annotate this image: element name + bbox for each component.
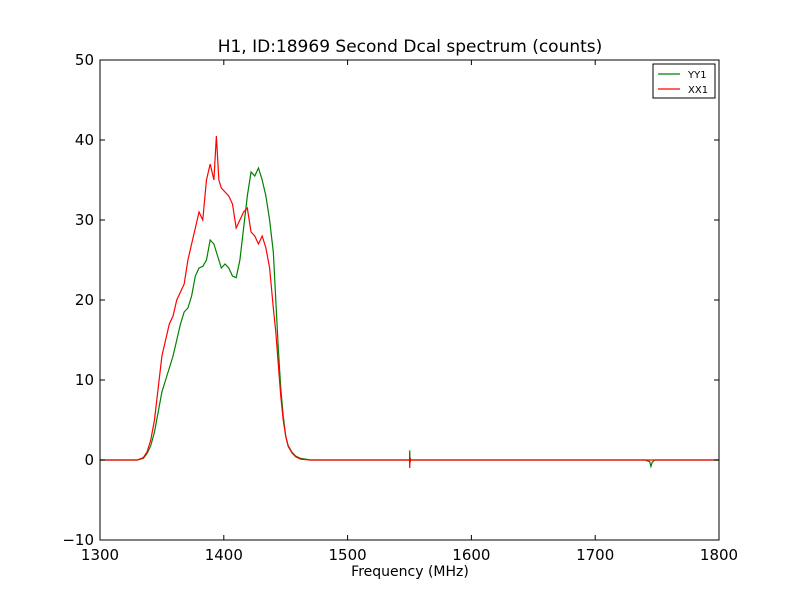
- axis-ticks: 1300 1400 1500 1600 1700 1800 −10 0 10 20 30 40 50: [62, 51, 738, 564]
- plot-lines: [100, 135, 719, 469]
- y-tick-label: 20: [75, 291, 94, 309]
- series-line-yy1: [100, 166, 719, 469]
- x-tick-label: 1500: [329, 546, 367, 564]
- chart-title: H1, ID:18969 Second Dcal spectrum (count…: [218, 37, 603, 57]
- x-axis-label: Frequency (MHz): [351, 564, 469, 580]
- y-tick-label: 30: [75, 211, 94, 229]
- y-tick-label: −10: [62, 531, 94, 549]
- legend-label: XX1: [688, 85, 708, 96]
- y-tick-label: 40: [75, 131, 94, 149]
- legend-box: [652, 63, 716, 99]
- x-tick-label: 1600: [452, 546, 490, 564]
- legend-label: YY1: [687, 70, 707, 81]
- y-tick-label: 50: [75, 51, 94, 69]
- x-tick-label: 1700: [576, 546, 614, 564]
- y-tick-label: 10: [75, 371, 94, 389]
- x-tick-label: 1300: [81, 546, 119, 564]
- x-tick-label: 1800: [700, 546, 738, 564]
- x-tick-label: 1400: [205, 546, 243, 564]
- y-tick-label: 0: [84, 451, 94, 469]
- series-line-xx1: [100, 135, 719, 469]
